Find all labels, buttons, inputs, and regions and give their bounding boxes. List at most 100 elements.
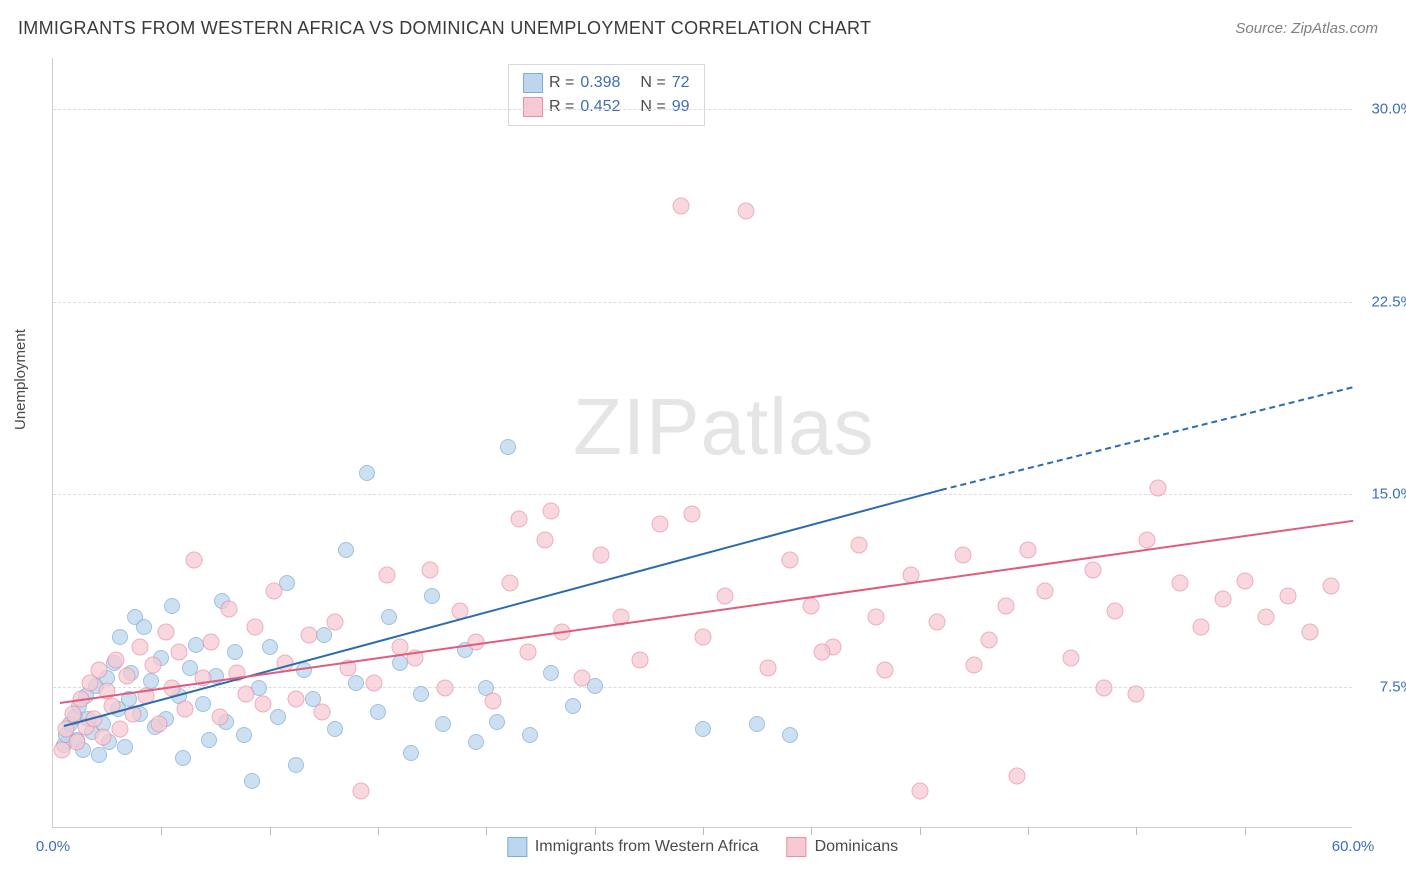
legend-swatch [507, 837, 527, 857]
data-point-dominicans [437, 680, 454, 697]
data-point-dominicans [803, 598, 820, 615]
x-tick-mark [1028, 827, 1029, 835]
y-axis-label: Unemployment [12, 329, 29, 430]
data-point-dominicans [1193, 618, 1210, 635]
y-tick-label: 7.5% [1380, 678, 1406, 695]
data-point-dominicans [1085, 562, 1102, 579]
x-tick-mark [270, 827, 271, 835]
data-point-dominicans [955, 546, 972, 563]
y-tick-label: 30.0% [1371, 101, 1406, 118]
data-point-dominicans [1258, 608, 1275, 625]
data-point-dominicans [107, 652, 124, 669]
stats-legend: R = 0.398N = 72R = 0.452N = 99 [508, 64, 705, 126]
x-tick-label: 60.0% [1332, 838, 1375, 855]
data-point-dominicans [1128, 685, 1145, 702]
data-point-dominicans [673, 197, 690, 214]
trendline-dash-africa [941, 387, 1353, 492]
data-point-dominicans [246, 618, 263, 635]
data-point-dominicans [151, 716, 168, 733]
gridline-horizontal [53, 302, 1352, 303]
data-point-africa [468, 734, 484, 750]
data-point-dominicans [981, 631, 998, 648]
data-point-dominicans [118, 667, 135, 684]
data-point-dominicans [211, 708, 228, 725]
data-point-africa [749, 716, 765, 732]
series-name: Dominicans [815, 838, 899, 856]
x-tick-mark [920, 827, 921, 835]
data-point-dominicans [632, 652, 649, 669]
data-point-dominicans [131, 639, 148, 656]
legend-swatch [787, 837, 807, 857]
data-point-africa [288, 757, 304, 773]
data-point-dominicans [1095, 680, 1112, 697]
data-point-dominicans [203, 634, 220, 651]
source-prefix: Source: [1235, 20, 1291, 37]
data-point-dominicans [484, 693, 501, 710]
data-point-africa [175, 750, 191, 766]
watermark-bold: ZIP [573, 382, 700, 471]
data-point-africa [143, 673, 159, 689]
data-point-dominicans [1323, 577, 1340, 594]
x-tick-mark [378, 827, 379, 835]
data-point-africa [424, 588, 440, 604]
data-point-dominicans [255, 695, 272, 712]
data-point-dominicans [144, 657, 161, 674]
data-point-dominicans [738, 203, 755, 220]
data-point-africa [164, 598, 180, 614]
data-point-africa [117, 739, 133, 755]
data-point-dominicans [1009, 767, 1026, 784]
data-point-dominicans [352, 783, 369, 800]
data-point-dominicans [237, 685, 254, 702]
data-point-dominicans [266, 582, 283, 599]
source-name: ZipAtlas.com [1291, 20, 1378, 37]
data-point-dominicans [965, 657, 982, 674]
x-tick-mark [595, 827, 596, 835]
data-point-dominicans [1150, 480, 1167, 497]
data-point-africa [296, 662, 312, 678]
data-point-africa [522, 727, 538, 743]
series-legend-item-dominicans: Dominicans [787, 837, 899, 857]
data-point-dominicans [573, 670, 590, 687]
data-point-dominicans [1215, 590, 1232, 607]
x-tick-mark [1136, 827, 1137, 835]
data-point-dominicans [868, 608, 885, 625]
legend-n-label: N = [640, 74, 665, 92]
data-point-dominicans [651, 516, 668, 533]
legend-swatch [523, 97, 543, 117]
data-point-africa [188, 637, 204, 653]
data-point-dominicans [157, 623, 174, 640]
data-point-dominicans [365, 675, 382, 692]
x-tick-mark [1245, 827, 1246, 835]
data-point-africa [136, 619, 152, 635]
chart-title: IMMIGRANTS FROM WESTERN AFRICA VS DOMINI… [18, 18, 871, 39]
data-point-africa [112, 629, 128, 645]
data-point-africa [91, 747, 107, 763]
watermark-thin: atlas [700, 382, 874, 471]
data-point-dominicans [814, 644, 831, 661]
data-point-dominicans [695, 629, 712, 646]
data-point-dominicans [313, 703, 330, 720]
data-point-dominicans [94, 729, 111, 746]
data-point-africa [244, 773, 260, 789]
legend-n-value: 72 [672, 74, 690, 92]
y-tick-label: 22.5% [1371, 293, 1406, 310]
data-point-africa [695, 721, 711, 737]
x-tick-mark [703, 827, 704, 835]
data-point-dominicans [929, 613, 946, 630]
data-point-dominicans [1139, 531, 1156, 548]
source-label: Source: ZipAtlas.com [1235, 20, 1378, 38]
data-point-africa [262, 639, 278, 655]
data-point-dominicans [502, 575, 519, 592]
data-point-dominicans [287, 690, 304, 707]
data-point-dominicans [378, 567, 395, 584]
data-point-dominicans [684, 505, 701, 522]
data-point-dominicans [911, 783, 928, 800]
data-point-africa [195, 696, 211, 712]
data-point-dominicans [593, 546, 610, 563]
data-point-dominicans [760, 659, 777, 676]
data-point-africa [338, 542, 354, 558]
legend-r-label: R = [549, 98, 574, 116]
legend-r-value: 0.398 [580, 74, 620, 92]
data-point-dominicans [220, 600, 237, 617]
data-point-africa [403, 745, 419, 761]
